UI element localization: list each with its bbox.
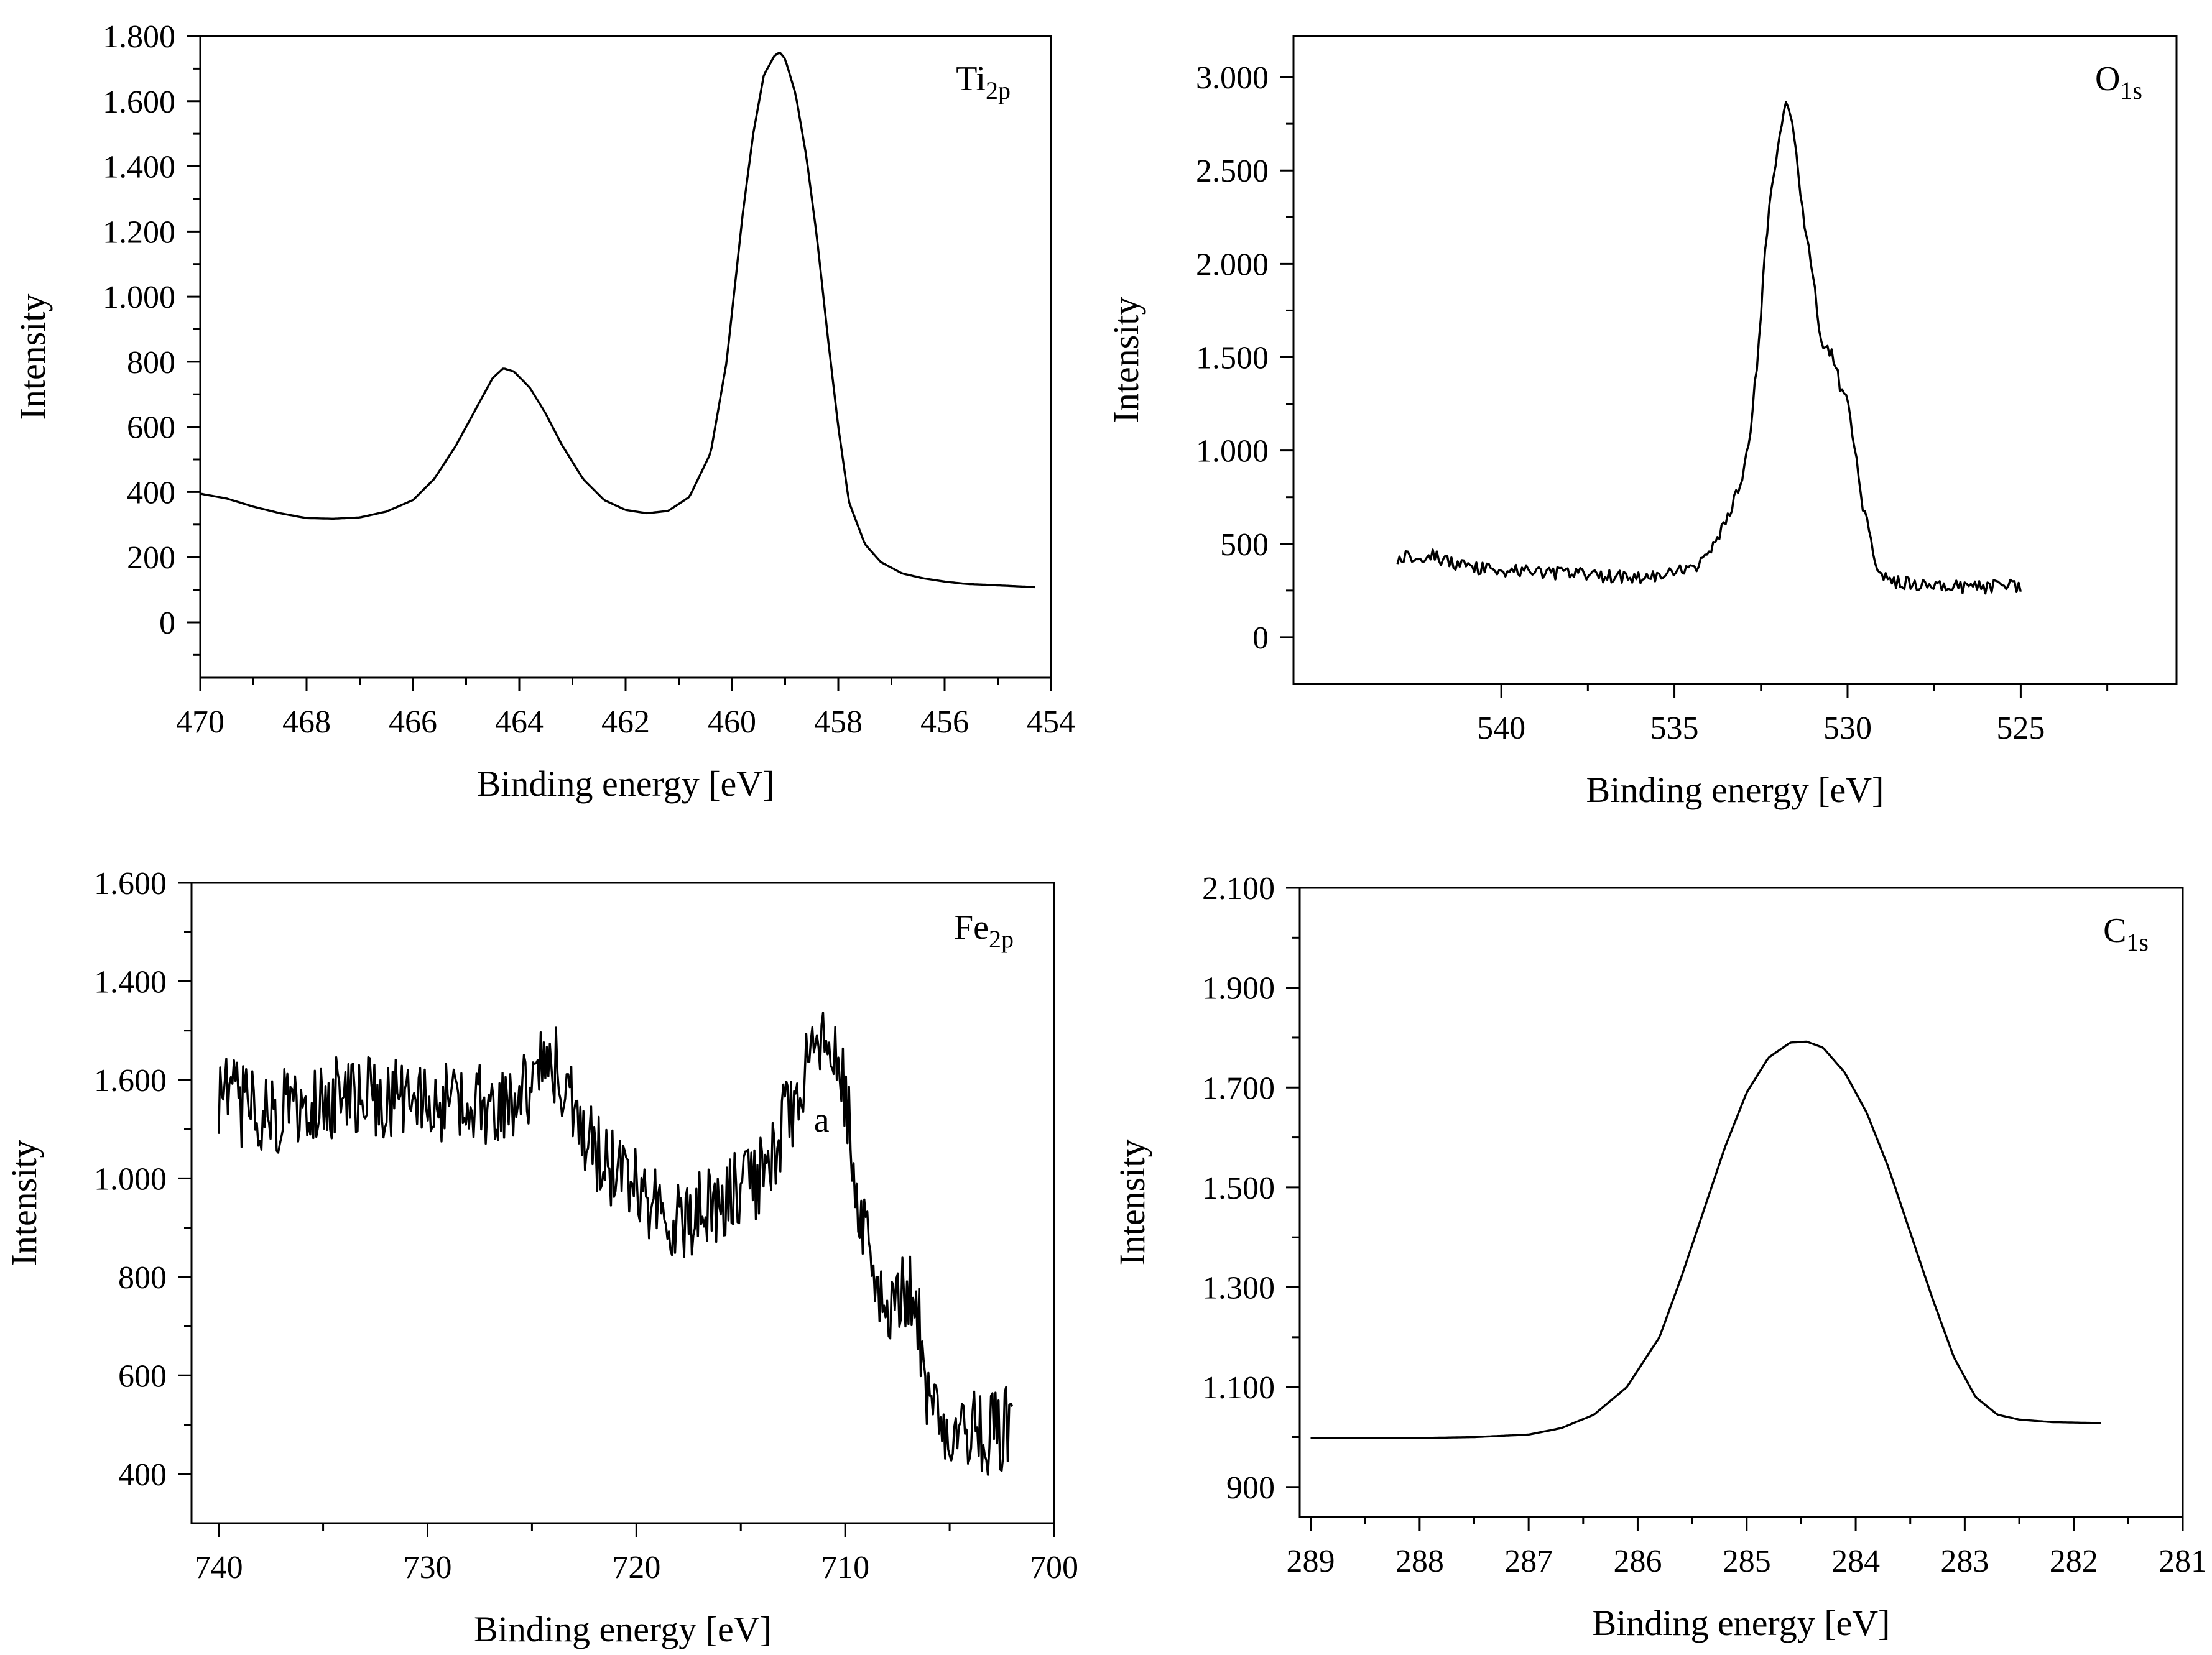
o1s-y-tick-label: 500	[1220, 527, 1269, 563]
fe2p-x-tick-label: 740	[195, 1550, 243, 1585]
ti2p-x-tick-label: 458	[814, 704, 863, 740]
o1s-y-tick-label: 0	[1252, 620, 1269, 656]
c1s-plot-frame	[1298, 887, 2184, 1518]
o1s-y-axis-title: Intensity	[1106, 297, 1146, 423]
c1s-y-axis-title: Intensity	[1112, 1140, 1152, 1266]
fe2p-panel-label-sub: 2p	[989, 925, 1014, 953]
o1s-panel: 540 535 530 525 0 500 1.000 1.500 2.000 2.500 3.00…	[1106, 35, 2178, 810]
fe2p-x-tick-label: 710	[821, 1550, 869, 1585]
fe2p-panel: 740 730 720 710 700 400 600 800 1.000 1.600 1.400 1…	[4, 866, 1078, 1649]
ti2p-x-axis-title: Binding energy [eV]	[477, 763, 775, 804]
fe2p-series-line	[218, 1012, 1014, 1476]
c1s-x-tick-label: 289	[1287, 1544, 1335, 1579]
c1s-panel-label: C1s	[2103, 911, 2149, 956]
ti2p-y-tick-label: 1.000	[103, 280, 175, 315]
fe2p-plot-frame	[190, 882, 1055, 1524]
o1s-y-tick-label: 2.500	[1196, 154, 1269, 189]
o1s-x-tick-label: 535	[1650, 711, 1699, 746]
c1s-x-tick-label: 284	[1831, 1544, 1880, 1579]
ti2p-y-tick-label: 800	[127, 345, 175, 380]
fe2p-y-axis-title: Intensity	[4, 1140, 44, 1266]
o1s-plot-frame	[1292, 35, 2178, 685]
c1s-x-tick-label: 288	[1395, 1544, 1444, 1579]
c1s-x-tick-label: 282	[2050, 1544, 2098, 1579]
ti2p-x-tick-label: 468	[282, 704, 331, 740]
o1s-panel-label: O1s	[2095, 60, 2142, 104]
o1s-x-axis-title: Binding energy [eV]	[1586, 770, 1884, 810]
ti2p-x-tick-label: 456	[920, 704, 969, 740]
o1s-x-tick-label: 525	[1996, 711, 2045, 746]
ti2p-series-line	[200, 52, 1035, 589]
ti2p-panel-label-sub: 2p	[986, 76, 1011, 104]
ti2p-x-tick-label: 466	[389, 704, 437, 740]
o1s-x-tick-label: 540	[1477, 711, 1525, 746]
ti2p-panel: 470 468 466 464 462 460 458 456 454 0 200 400 600 800…	[12, 19, 1075, 804]
c1s-y-tick-label: 900	[1226, 1470, 1275, 1506]
fe2p-y-tick-label: 400	[118, 1457, 167, 1493]
ti2p-panel-label: Ti2p	[956, 60, 1011, 104]
c1s-x-tick-label: 287	[1504, 1544, 1553, 1579]
c1s-y-tick-label: 2.100	[1202, 871, 1275, 906]
ti2p-x-tick-label: 470	[176, 704, 224, 740]
c1s-y-tick-label: 1.300	[1202, 1271, 1275, 1306]
ti2p-x-tick-label: 464	[495, 704, 544, 740]
fe2p-x-tick-label: 720	[612, 1550, 660, 1585]
ti2p-y-tick-label: 400	[127, 475, 175, 510]
ti2p-x-tick-label: 462	[601, 704, 650, 740]
fe2p-x-tick-label: 700	[1030, 1550, 1078, 1585]
o1s-y-tick-label: 2.000	[1196, 247, 1269, 282]
c1s-x-tick-label: 283	[1940, 1544, 1989, 1579]
c1s-panel-label-main: C	[2103, 911, 2126, 950]
c1s-x-tick-label: 285	[1723, 1544, 1771, 1579]
ti2p-x-tick-label: 460	[708, 704, 756, 740]
ti2p-y-tick-label: 0	[159, 606, 175, 641]
fe2p-y-tick-label: 600	[118, 1358, 167, 1394]
o1s-panel-label-main: O	[2095, 60, 2120, 98]
fe2p-y-tick-label: 1.600	[94, 866, 167, 901]
ti2p-y-tick-label: 600	[127, 410, 175, 446]
ti2p-y-tick-label: 1.800	[103, 19, 175, 55]
fe2p-x-axis-title: Binding energy [eV]	[474, 1609, 772, 1649]
ti2p-plot-frame	[199, 35, 1052, 679]
c1s-y-tick-label: 1.900	[1202, 971, 1275, 1007]
ti2p-panel-label-main: Ti	[956, 60, 986, 98]
ti2p-y-tick-label: 1.600	[103, 85, 175, 120]
ti2p-y-tick-label: 200	[127, 540, 175, 576]
o1s-y-tick-label: 1.500	[1196, 340, 1269, 376]
c1s-x-axis-title: Binding energy [eV]	[1593, 1603, 1890, 1643]
ti2p-y-tick-label: 1.200	[103, 214, 175, 250]
o1s-panel-label-sub: 1s	[2120, 76, 2142, 104]
fe2p-y-tick-label: 1.400	[94, 964, 167, 1000]
ti2p-y-axis-title: Intensity	[12, 294, 53, 420]
fe2p-panel-label: Fe2p	[954, 908, 1014, 953]
fe2p-y-tick-label: 1.000	[94, 1161, 167, 1197]
o1s-series-line	[1396, 101, 2022, 595]
ti2p-y-tick-label: 1.400	[103, 150, 175, 185]
fe2p-y-tick-label: 800	[118, 1260, 167, 1296]
c1s-x-tick-label: 286	[1613, 1544, 1662, 1579]
o1s-y-tick-label: 1.000	[1196, 434, 1269, 469]
o1s-y-tick-label: 3.000	[1196, 60, 1269, 96]
c1s-panel: 289 288 287 286 285 284 283 282 281 900 1.100 1.300…	[1112, 871, 2207, 1643]
c1s-x-tick-label: 281	[2159, 1544, 2207, 1579]
c1s-y-tick-label: 1.700	[1202, 1071, 1275, 1106]
o1s-x-tick-label: 530	[1823, 711, 1872, 746]
c1s-y-tick-label: 1.500	[1202, 1171, 1275, 1206]
c1s-series-line	[1310, 1040, 2101, 1439]
fe2p-panel-label-main: Fe	[954, 908, 989, 947]
fe2p-x-tick-label: 730	[403, 1550, 451, 1585]
c1s-y-tick-label: 1.100	[1202, 1370, 1275, 1406]
c1s-panel-label-sub: 1s	[2126, 928, 2149, 956]
fe2p-annotation: a	[814, 1101, 830, 1140]
ti2p-x-tick-label: 454	[1027, 704, 1075, 740]
fe2p-y-tick-label: 1.600	[94, 1063, 167, 1099]
